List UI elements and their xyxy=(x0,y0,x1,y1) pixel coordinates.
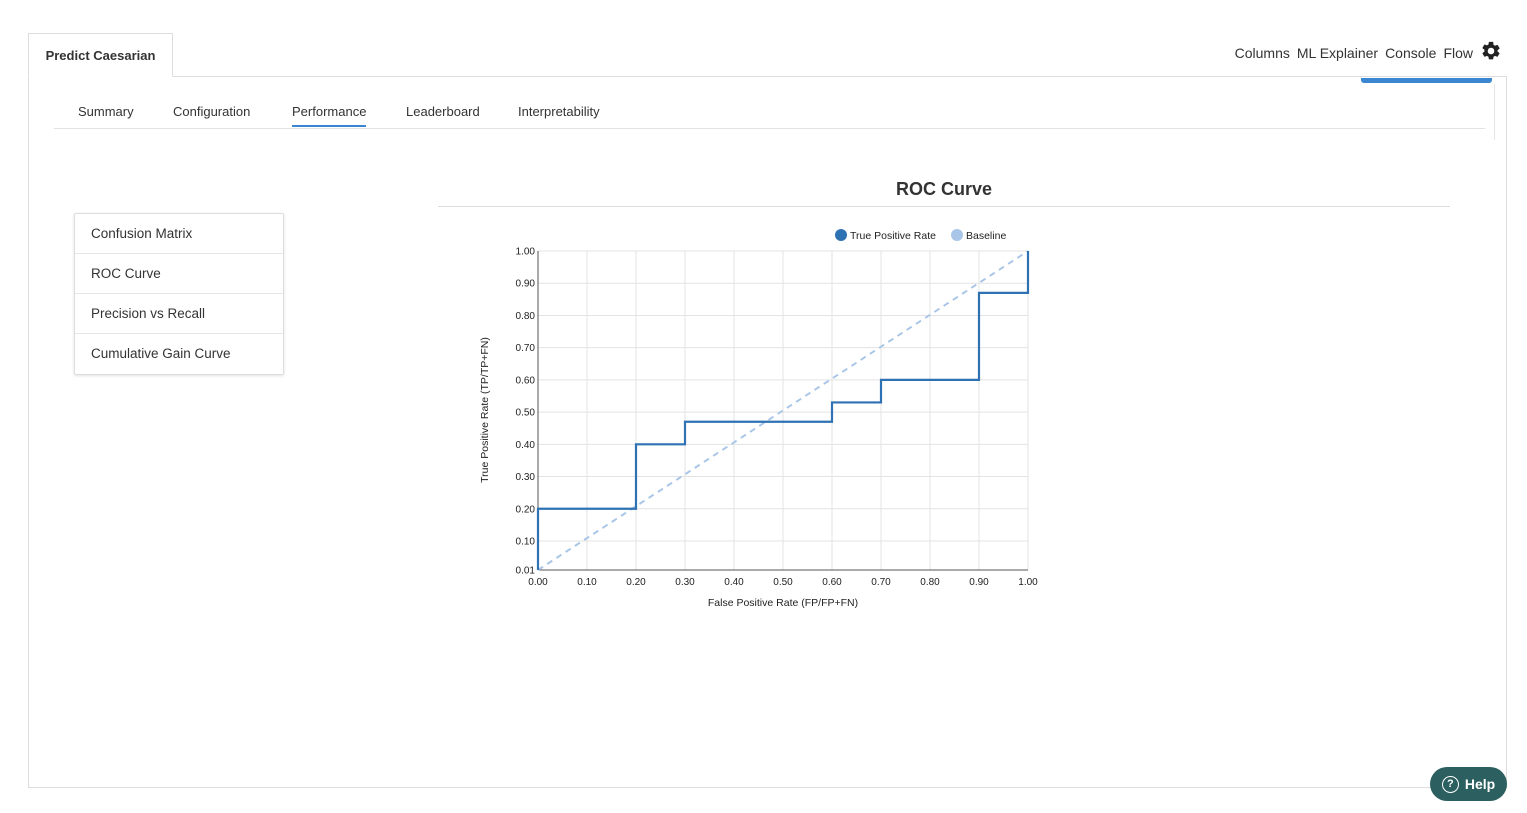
x-tick-label: 0.80 xyxy=(920,577,940,588)
y-tick-label: 0.50 xyxy=(516,408,536,419)
main-panel xyxy=(28,76,1507,788)
y-tick-label: 0.10 xyxy=(516,537,536,548)
divider xyxy=(1494,84,1495,140)
chart-heading: ROC Curve xyxy=(895,179,993,199)
y-tick-label: 0.60 xyxy=(516,375,536,386)
y-tick-label: 0.40 xyxy=(516,440,536,451)
x-tick-label: 0.90 xyxy=(969,577,989,588)
y-tick-label: 0.90 xyxy=(516,279,536,290)
tab-leaderboard[interactable]: Leaderboard xyxy=(406,104,480,119)
y-tick-label: 0.80 xyxy=(516,311,536,322)
question-circle-icon: ? xyxy=(1441,775,1459,793)
page-tab-predict-caesarian[interactable]: Predict Caesarian xyxy=(28,33,173,77)
x-tick-label: 0.00 xyxy=(528,577,548,588)
x-tick-label: 0.70 xyxy=(871,577,891,588)
menu-item-cumulative-gain-curve[interactable]: Cumulative Gain Curve xyxy=(91,346,231,361)
legend-marker-baseline xyxy=(951,229,963,241)
menu-item-roc-curve[interactable]: ROC Curve xyxy=(75,254,283,294)
legend-label-tpr: True Positive Rate xyxy=(850,230,936,242)
x-tick-label: 0.10 xyxy=(577,577,597,588)
x-tick-label: 0.50 xyxy=(773,577,793,588)
tab-interpretability[interactable]: Interpretability xyxy=(518,104,600,119)
nav-ml-explainer[interactable]: ML Explainer xyxy=(1296,45,1379,61)
x-tick-label: 0.20 xyxy=(626,577,646,588)
x-tick-label: 0.30 xyxy=(675,577,695,588)
chart-heading-divider xyxy=(438,206,1450,207)
gear-icon[interactable] xyxy=(1480,40,1502,62)
x-tick-label: 1.00 xyxy=(1018,577,1038,588)
help-button[interactable]: ? Help xyxy=(1430,767,1507,801)
x-axis-label: False Positive Rate (FP/FP+FN) xyxy=(708,597,858,609)
y-tick-label: 0.70 xyxy=(516,343,536,354)
tab-summary[interactable]: Summary xyxy=(78,104,134,119)
primary-action-strip[interactable] xyxy=(1361,78,1492,83)
top-nav: Columns ML Explainer Console Flow xyxy=(1235,43,1473,63)
performance-menu: Confusion Matrix ROC Curve Precision vs … xyxy=(74,213,284,375)
y-tick-label: 0.20 xyxy=(516,504,536,515)
menu-item-precision-vs-recall[interactable]: Precision vs Recall xyxy=(75,294,283,334)
tab-configuration[interactable]: Configuration xyxy=(173,104,251,119)
tab-performance[interactable]: Performance xyxy=(292,104,367,127)
legend-marker-tpr xyxy=(835,229,847,241)
help-label: Help xyxy=(1464,776,1496,792)
y-tick-label: 1.00 xyxy=(516,247,536,258)
tab-bar: Summary Configuration Performance Leader… xyxy=(54,98,1485,129)
legend-label-baseline: Baseline xyxy=(966,230,1006,242)
nav-flow[interactable]: Flow xyxy=(1443,45,1473,61)
y-tick-label: 0.01 xyxy=(516,566,536,577)
baseline-series-line xyxy=(537,250,1029,571)
x-tick-label: 0.60 xyxy=(822,577,842,588)
menu-item-confusion-matrix[interactable]: Confusion Matrix xyxy=(75,214,283,254)
y-axis-label: True Positive Rate (TP/TP+FN) xyxy=(479,337,491,483)
roc-chart: 0.00 0.10 0.20 0.30 0.40 0.50 0.60 0.70 0.80 0.90… xyxy=(479,229,1038,609)
x-tick-label: 0.40 xyxy=(724,577,744,588)
tpr-series-line xyxy=(536,251,1030,570)
nav-console[interactable]: Console xyxy=(1385,45,1437,61)
y-tick-label: 0.30 xyxy=(516,472,536,483)
nav-columns[interactable]: Columns xyxy=(1234,45,1290,61)
